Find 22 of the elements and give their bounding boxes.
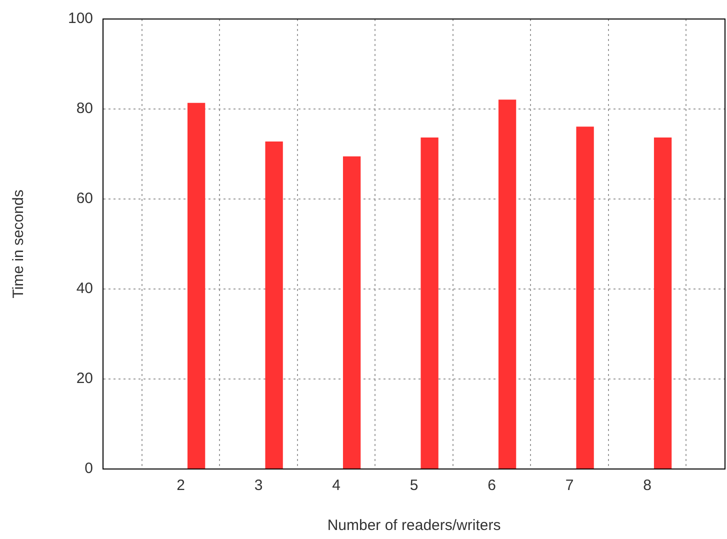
y-tick-label: 0	[84, 460, 94, 478]
y-tick-label: 40	[76, 280, 94, 298]
bar	[420, 137, 438, 469]
x-axis-title: Number of readers/writers	[327, 517, 501, 534]
bar	[654, 137, 672, 469]
x-tick-label: 2	[176, 477, 185, 494]
x-tick-label: 8	[643, 477, 652, 494]
y-tick-label: 100	[68, 10, 94, 28]
bar	[265, 142, 283, 469]
x-tick-label: 7	[565, 477, 574, 494]
x-tick-label: 5	[410, 477, 418, 494]
bar	[187, 102, 206, 469]
y-tick-label: 60	[76, 190, 94, 208]
y-axis-title: Time in seconds	[10, 190, 28, 298]
x-tick-label: 3	[254, 477, 263, 494]
y-tick-label: 20	[76, 370, 94, 388]
x-tick-label: 4	[332, 477, 340, 494]
bar	[576, 126, 594, 469]
bar	[342, 156, 361, 469]
bar	[498, 100, 516, 469]
x-tick-label: 6	[488, 477, 496, 494]
y-tick-label: 80	[76, 100, 94, 118]
